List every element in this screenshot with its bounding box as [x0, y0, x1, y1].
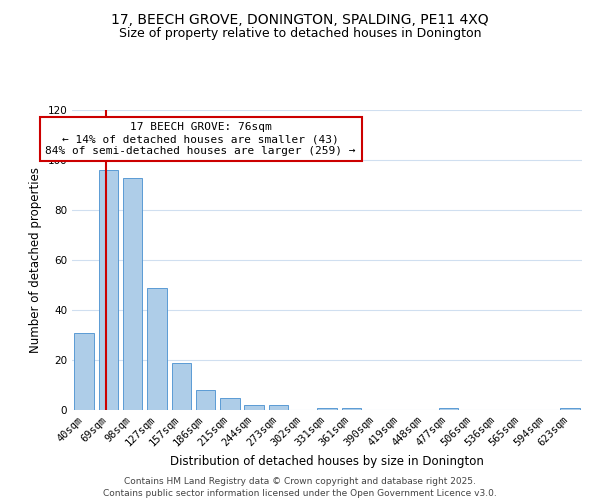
- Bar: [196, 390, 215, 410]
- Y-axis label: Number of detached properties: Number of detached properties: [29, 167, 42, 353]
- Bar: [244, 405, 264, 410]
- Bar: [220, 398, 239, 410]
- Bar: [123, 178, 142, 410]
- Bar: [317, 408, 337, 410]
- Bar: [147, 288, 167, 410]
- Text: 17 BEECH GROVE: 76sqm
← 14% of detached houses are smaller (43)
84% of semi-deta: 17 BEECH GROVE: 76sqm ← 14% of detached …: [46, 122, 356, 156]
- Bar: [99, 170, 118, 410]
- Bar: [341, 408, 361, 410]
- Text: Size of property relative to detached houses in Donington: Size of property relative to detached ho…: [119, 28, 481, 40]
- Bar: [269, 405, 288, 410]
- Bar: [172, 362, 191, 410]
- Text: Contains public sector information licensed under the Open Government Licence v3: Contains public sector information licen…: [103, 489, 497, 498]
- Bar: [439, 408, 458, 410]
- Text: Contains HM Land Registry data © Crown copyright and database right 2025.: Contains HM Land Registry data © Crown c…: [124, 478, 476, 486]
- Bar: [74, 332, 94, 410]
- X-axis label: Distribution of detached houses by size in Donington: Distribution of detached houses by size …: [170, 456, 484, 468]
- Text: 17, BEECH GROVE, DONINGTON, SPALDING, PE11 4XQ: 17, BEECH GROVE, DONINGTON, SPALDING, PE…: [111, 12, 489, 26]
- Bar: [560, 408, 580, 410]
